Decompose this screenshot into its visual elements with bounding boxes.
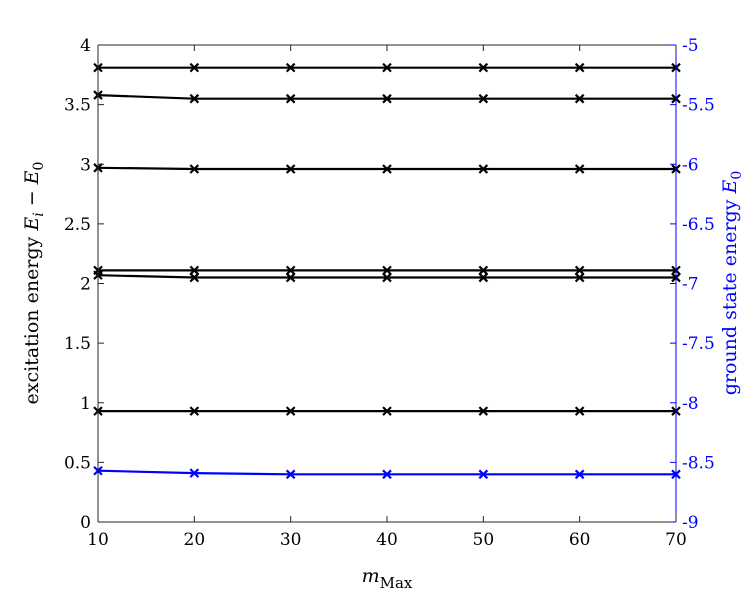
series-3-point-2 bbox=[189, 164, 200, 174]
series-layer bbox=[93, 62, 681, 480]
right-axis-label-e: E bbox=[719, 180, 741, 195]
right-tick-label-4: -7.5 bbox=[682, 334, 715, 354]
left-tick-label-5: 2 bbox=[80, 275, 91, 295]
series-1-point-3 bbox=[285, 62, 296, 73]
right-tick-label-8: -5.5 bbox=[682, 96, 715, 116]
series-7-point-4 bbox=[382, 469, 392, 480]
x-axis-label-sub: Max bbox=[380, 574, 413, 589]
series-4-point-6 bbox=[574, 265, 585, 276]
x-axis-label-main: m bbox=[362, 565, 380, 587]
series-7-point-2 bbox=[189, 468, 200, 478]
right-tick-label-9: -5 bbox=[682, 36, 699, 56]
left-tick-label-2: 0.5 bbox=[64, 453, 91, 473]
series-1-point-2 bbox=[189, 62, 200, 73]
series-7-point-3 bbox=[285, 469, 296, 480]
x-tick-label-6: 60 bbox=[569, 530, 591, 550]
right-tick-label-3: -8 bbox=[682, 394, 699, 414]
series-2-point-5 bbox=[478, 93, 489, 104]
series-6 bbox=[93, 406, 681, 416]
series-4-point-5 bbox=[478, 265, 489, 276]
series-7-point-5 bbox=[478, 469, 489, 480]
left-tick-label-7: 3 bbox=[80, 155, 91, 175]
x-tick-label-7: 70 bbox=[665, 530, 687, 550]
series-5-point-2 bbox=[189, 272, 200, 283]
series-3-point-5 bbox=[478, 164, 489, 174]
left-axis-label: excitation energy Ei − E0 bbox=[21, 162, 47, 405]
right-axis-label-sub-0: 0 bbox=[729, 171, 745, 180]
right-tick-label-1: -9 bbox=[682, 513, 699, 533]
left-tick-label-6: 2.5 bbox=[64, 215, 91, 235]
left-tick-label-3: 1 bbox=[80, 394, 91, 414]
x-tick-label-4: 40 bbox=[376, 530, 398, 550]
right-tick-label-6: -6.5 bbox=[682, 215, 715, 235]
series-1-point-4 bbox=[382, 62, 392, 73]
x-tick-label-2: 20 bbox=[184, 530, 206, 550]
left-axis-label-text: excitation energy bbox=[21, 231, 43, 405]
series-6-point-6 bbox=[574, 406, 585, 416]
series-5-point-4 bbox=[382, 272, 392, 283]
left-axis-label-sub-0: 0 bbox=[31, 162, 47, 171]
series-2-point-6 bbox=[574, 93, 585, 104]
right-tick-label-5: -7 bbox=[682, 275, 699, 295]
left-tick-label-9: 4 bbox=[80, 36, 91, 56]
series-4-point-3 bbox=[285, 265, 296, 276]
x-tick-label-3: 30 bbox=[280, 530, 302, 550]
series-5-point-3 bbox=[285, 272, 296, 283]
series-2-point-4 bbox=[382, 93, 392, 104]
series-7-point-6 bbox=[574, 469, 585, 480]
series-6-point-3 bbox=[285, 406, 296, 416]
x-tick-label-5: 50 bbox=[473, 530, 495, 550]
axes-layer: 10 20 30 40 50 60 70 0 0.5 1 1.5 2 2.5 3 3.5 4 -9 -8.5 -8 -… bbox=[64, 36, 715, 550]
left-axis-label-e: E bbox=[21, 217, 43, 232]
x-tick-label-1: 10 bbox=[87, 530, 109, 550]
series-2-point-2 bbox=[189, 93, 200, 104]
series-3 bbox=[93, 163, 681, 174]
series-3-point-4 bbox=[382, 164, 392, 174]
left-axis-label-minus: − bbox=[21, 184, 43, 212]
series-3-point-6 bbox=[574, 164, 585, 174]
left-tick-label-8: 3.5 bbox=[64, 96, 91, 116]
series-4-point-2 bbox=[189, 265, 200, 276]
series-6-point-2 bbox=[189, 406, 200, 416]
right-axis-label-text: ground state energy bbox=[719, 194, 741, 396]
series-6-point-5 bbox=[478, 406, 489, 416]
series-3-point-3 bbox=[285, 164, 296, 174]
x-axis-label: mMax bbox=[362, 565, 413, 589]
right-tick-label-7: -6 bbox=[682, 155, 699, 175]
plot-area bbox=[98, 45, 676, 522]
series-2-point-3 bbox=[285, 93, 296, 104]
series-1-point-5 bbox=[478, 62, 489, 73]
series-6-point-4 bbox=[382, 406, 392, 416]
series-4-point-4 bbox=[382, 265, 392, 276]
series-1-point-6 bbox=[574, 62, 585, 73]
left-tick-label-1: 0 bbox=[80, 513, 91, 533]
series-5-point-5 bbox=[478, 272, 489, 283]
left-axis-label-e2: E bbox=[21, 170, 43, 185]
series-5-point-6 bbox=[574, 272, 585, 283]
left-axis-label-sub-i: i bbox=[31, 212, 47, 216]
left-tick-label-4: 1.5 bbox=[64, 334, 91, 354]
right-tick-label-2: -8.5 bbox=[682, 453, 715, 473]
right-axis-label: ground state energy E0 bbox=[719, 171, 745, 396]
